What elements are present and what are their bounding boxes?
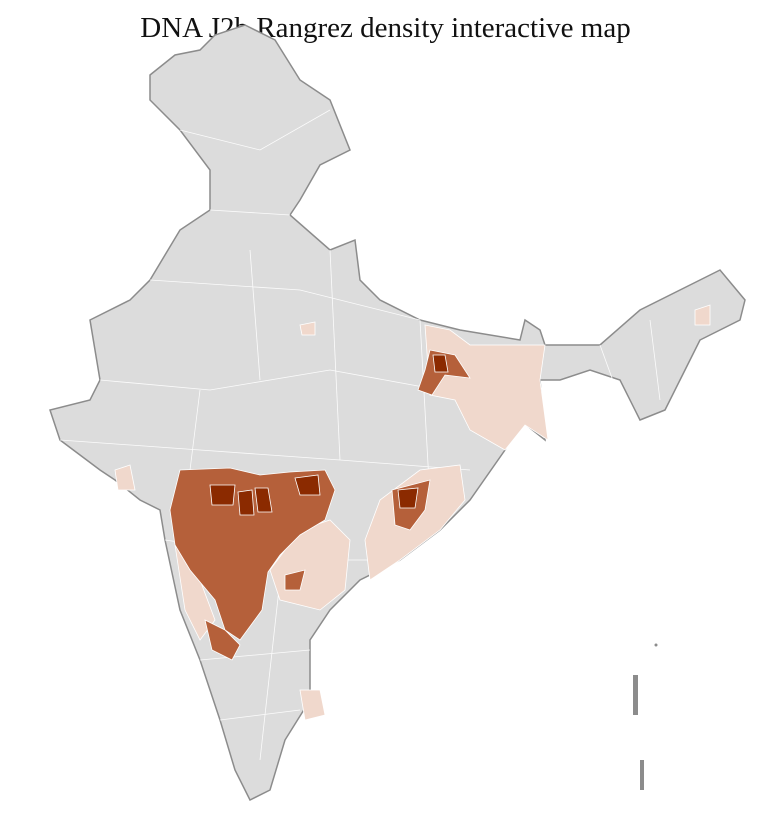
region-low-south[interactable] <box>299 689 326 721</box>
andaman-islands <box>633 675 638 715</box>
region-low-up[interactable] <box>299 321 316 336</box>
region-high-4[interactable] <box>294 474 321 496</box>
region-high-6[interactable] <box>432 354 449 373</box>
region-high-1[interactable] <box>209 484 236 506</box>
region-medium-karnataka[interactable] <box>204 619 241 661</box>
island-dot <box>654 643 658 647</box>
india-outline[interactable] <box>49 24 746 802</box>
islands <box>633 643 658 790</box>
region-high-5[interactable] <box>397 487 419 509</box>
nicobar-islands <box>640 760 644 790</box>
high-density-regions <box>209 354 449 516</box>
region-medium-andhra[interactable] <box>284 569 306 591</box>
region-low-gujarat[interactable] <box>114 464 136 491</box>
region-high-2[interactable] <box>237 489 255 516</box>
region-low-ne[interactable] <box>694 304 711 326</box>
region-medium-bihar[interactable] <box>417 349 471 396</box>
region-high-3[interactable] <box>254 487 273 513</box>
region-medium-maharashtra[interactable] <box>169 467 336 641</box>
